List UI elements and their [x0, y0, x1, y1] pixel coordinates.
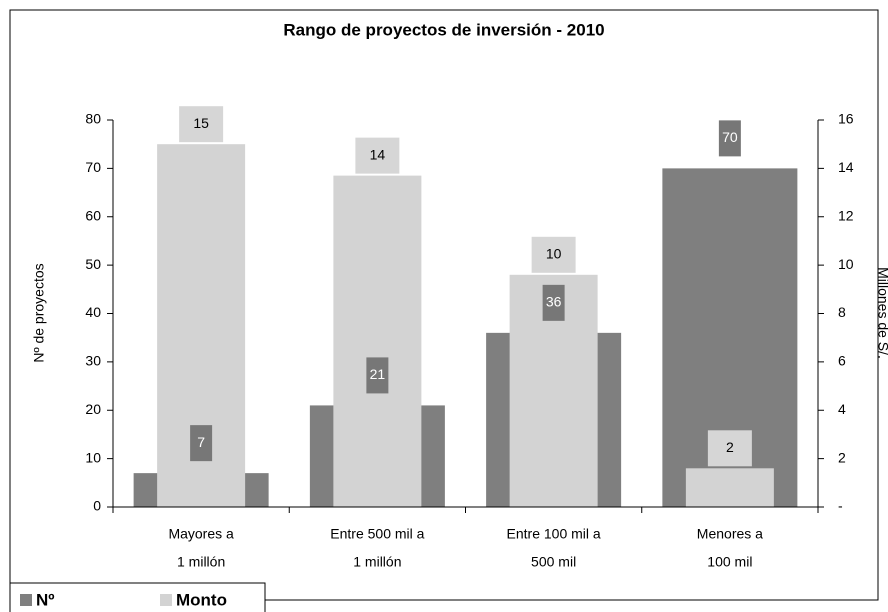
y-axis-label: Nº de proyectos [31, 263, 47, 362]
y2-tick-label: 10 [838, 256, 854, 272]
x-tick-label: 1 millón [177, 554, 225, 570]
data-label: 7 [197, 434, 205, 450]
data-label-box [190, 425, 213, 462]
y2-tick-label: 6 [838, 353, 846, 369]
data-label-box [179, 106, 224, 143]
y2-tick-label: 12 [838, 207, 854, 223]
data-label: 10 [546, 246, 562, 262]
data-label-box [707, 430, 752, 467]
bar [333, 175, 422, 507]
x-tick-label: Entre 100 mil a [507, 526, 601, 542]
data-label: 21 [370, 366, 386, 382]
y-tick-label: 70 [85, 159, 101, 175]
x-tick-label: Entre 500 mil a [330, 526, 424, 542]
legend-label: Monto [176, 590, 227, 609]
legend-label: Nº [36, 590, 55, 609]
y2-axis-label: Millones de S/. [875, 267, 888, 359]
y-tick-label: 40 [85, 304, 101, 320]
y-tick-label: 10 [85, 449, 101, 465]
y2-tick-label: 2 [838, 449, 846, 465]
legend-swatch [20, 594, 32, 606]
data-label: 36 [546, 294, 562, 310]
legend-swatch [160, 594, 172, 606]
y-tick-label: 0 [93, 498, 101, 514]
y2-tick-label: - [838, 498, 843, 514]
legend-box [9, 582, 266, 612]
y-tick-label: 50 [85, 256, 101, 272]
data-label: 2 [726, 439, 734, 455]
y2-tick-label: 8 [838, 304, 846, 320]
y2-tick-label: 4 [838, 401, 846, 417]
x-tick-label: Menores a [697, 526, 763, 542]
x-tick-label: 100 mil [707, 554, 752, 570]
x-tick-label: Mayores a [168, 526, 234, 542]
data-label-box [366, 357, 389, 394]
y-tick-label: 80 [85, 111, 101, 127]
x-tick-label: 1 millón [353, 554, 401, 570]
data-label: 15 [193, 115, 209, 131]
data-label-box [355, 137, 400, 174]
chart-title: Rango de proyectos de inversión - 2010 [283, 20, 604, 39]
y-tick-label: 20 [85, 401, 101, 417]
y2-tick-label: 14 [838, 159, 854, 175]
y2-tick-label: 16 [838, 111, 854, 127]
data-label: 14 [370, 146, 386, 162]
data-label-box [531, 236, 576, 273]
y-tick-label: 30 [85, 353, 101, 369]
data-label: 70 [722, 129, 738, 145]
data-label-box [542, 284, 565, 321]
y-tick-label: 60 [85, 207, 101, 223]
data-label-box [718, 120, 741, 157]
x-tick-label: 500 mil [531, 554, 576, 570]
bar [685, 468, 774, 507]
